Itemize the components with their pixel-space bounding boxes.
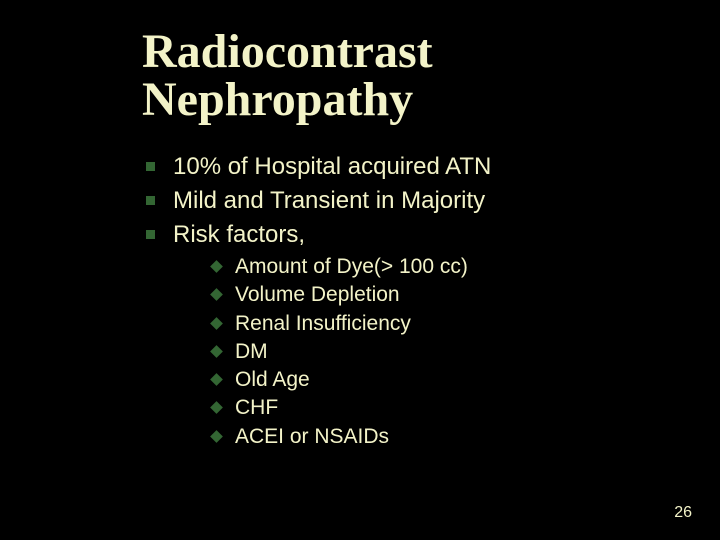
sub-bullet-item: Amount of Dye(> 100 cc) xyxy=(212,254,720,280)
bullet-text: Mild and Transient in Majority xyxy=(173,186,485,216)
bullet-item: Mild and Transient in Majority xyxy=(146,186,720,216)
square-bullet-icon xyxy=(146,162,155,171)
diamond-bullet-icon xyxy=(210,401,223,414)
slide: Radiocontrast Nephropathy 10% of Hospita… xyxy=(0,0,720,540)
bullet-text: Risk factors, xyxy=(173,220,305,250)
diamond-bullet-icon xyxy=(210,373,223,386)
title-line-2: Nephropathy xyxy=(142,73,413,126)
square-bullet-icon xyxy=(146,196,155,205)
diamond-bullet-icon xyxy=(210,345,223,358)
sub-bullet-item: Renal Insufficiency xyxy=(212,311,720,337)
diamond-bullet-icon xyxy=(210,288,223,301)
sub-bullet-text: ACEI or NSAIDs xyxy=(235,424,389,450)
sub-bullet-text: Renal Insufficiency xyxy=(235,311,411,337)
sub-bullet-item: Old Age xyxy=(212,367,720,393)
sub-bullet-text: Volume Depletion xyxy=(235,282,400,308)
sub-bullet-text: CHF xyxy=(235,395,278,421)
bullet-item: 10% of Hospital acquired ATN xyxy=(146,152,720,182)
sub-bullet-text: Old Age xyxy=(235,367,310,393)
sub-bullet-list: Amount of Dye(> 100 cc) Volume Depletion… xyxy=(212,254,720,450)
diamond-bullet-icon xyxy=(210,260,223,273)
sub-bullet-text: DM xyxy=(235,339,268,365)
slide-content: 10% of Hospital acquired ATN Mild and Tr… xyxy=(146,152,720,450)
sub-bullet-text: Amount of Dye(> 100 cc) xyxy=(235,254,468,280)
diamond-bullet-icon xyxy=(210,317,223,330)
diamond-bullet-icon xyxy=(210,430,223,443)
page-number: 26 xyxy=(674,504,692,522)
sub-bullet-item: ACEI or NSAIDs xyxy=(212,424,720,450)
sub-bullet-item: DM xyxy=(212,339,720,365)
sub-bullet-item: Volume Depletion xyxy=(212,282,720,308)
bullet-item: Risk factors, xyxy=(146,220,720,250)
square-bullet-icon xyxy=(146,230,155,239)
slide-title: Radiocontrast Nephropathy xyxy=(142,28,720,124)
title-line-1: Radiocontrast xyxy=(142,25,433,78)
sub-bullet-item: CHF xyxy=(212,395,720,421)
bullet-text: 10% of Hospital acquired ATN xyxy=(173,152,491,182)
